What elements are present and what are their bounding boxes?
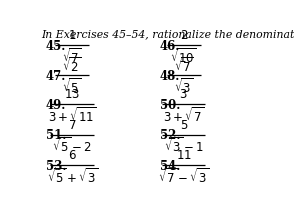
Text: 52.: 52.	[160, 129, 180, 142]
Text: 47.: 47.	[46, 69, 66, 82]
Text: $\sqrt{3} - 1$: $\sqrt{3} - 1$	[164, 136, 204, 155]
Text: $3$: $3$	[179, 88, 188, 101]
Text: $\sqrt{2}$: $\sqrt{2}$	[62, 56, 82, 75]
Text: $1$: $1$	[68, 29, 76, 42]
Text: 45.: 45.	[46, 40, 66, 53]
Text: $\sqrt{10}$: $\sqrt{10}$	[170, 47, 197, 66]
Text: 48.: 48.	[160, 69, 180, 82]
Text: $\sqrt{3}$: $\sqrt{3}$	[174, 76, 193, 95]
Text: $\sqrt{7}$: $\sqrt{7}$	[174, 56, 193, 75]
Text: $3 + \sqrt{11}$: $3 + \sqrt{11}$	[48, 106, 96, 124]
Text: $3 + \sqrt{7}$: $3 + \sqrt{7}$	[163, 106, 204, 124]
Text: 49.: 49.	[46, 99, 66, 112]
Text: $6$: $6$	[68, 148, 76, 161]
Text: 54.: 54.	[160, 159, 180, 172]
Text: 51.: 51.	[46, 129, 66, 142]
Text: $5$: $5$	[180, 118, 188, 131]
Text: 46.: 46.	[160, 40, 180, 53]
Text: $7$: $7$	[68, 118, 76, 131]
Text: 53.: 53.	[46, 159, 66, 172]
Text: $11$: $11$	[176, 148, 192, 161]
Text: $2$: $2$	[180, 29, 188, 42]
Text: $\sqrt{7}$: $\sqrt{7}$	[62, 47, 82, 66]
Text: $\sqrt{5} - 2$: $\sqrt{5} - 2$	[52, 136, 92, 155]
Text: In Exercises 45–54, rationalize the denominator.: In Exercises 45–54, rationalize the deno…	[41, 29, 294, 39]
Text: 50.: 50.	[160, 99, 180, 112]
Text: $\sqrt{5} + \sqrt{3}$: $\sqrt{5} + \sqrt{3}$	[46, 166, 98, 185]
Text: $\sqrt{5}$: $\sqrt{5}$	[62, 76, 82, 95]
Text: $13$: $13$	[64, 88, 80, 101]
Text: $\sqrt{7} - \sqrt{3}$: $\sqrt{7} - \sqrt{3}$	[158, 166, 209, 185]
